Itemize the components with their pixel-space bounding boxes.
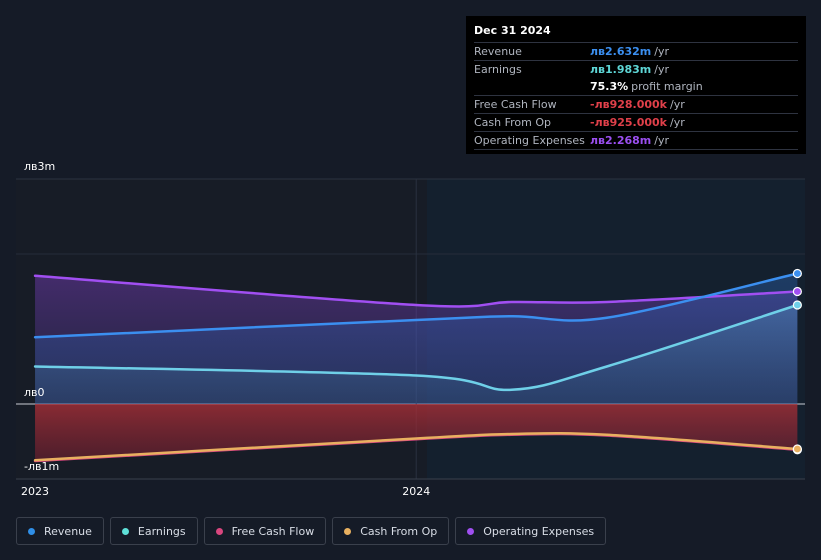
legend-label: Earnings	[137, 524, 186, 538]
tooltip-unit: /yr	[654, 63, 670, 76]
legend-dot-icon	[121, 527, 129, 535]
area-free-cash-flow	[35, 404, 798, 461]
x-tick-label: 2024	[402, 485, 430, 498]
tooltip-label	[474, 78, 590, 95]
y-tick-label: лв3m	[24, 160, 55, 173]
tooltip-unit: profit margin	[631, 80, 703, 93]
y-tick-label: -лв1m	[24, 460, 59, 473]
tooltip-unit: /yr	[670, 116, 685, 129]
legend-dot-icon	[344, 527, 352, 535]
tooltip-row-fcf: Free Cash Flow -лв928.000k /yr	[474, 95, 798, 113]
line-operating-expenses	[33, 274, 799, 308]
legend-item-free-cash-flow[interactable]: Free Cash Flow	[203, 517, 327, 545]
tooltip-unit: /yr	[654, 134, 670, 147]
marker-revenue	[792, 268, 802, 279]
marker-operating-expenses	[792, 286, 802, 297]
tooltip-value: 75.3%	[590, 80, 629, 93]
tooltip-row-opex: Operating Expenses лв2.268m /yr	[474, 131, 798, 149]
tooltip-value: лв2.268m	[590, 134, 652, 147]
tooltip-row-margin: 75.3% profit margin	[474, 78, 798, 95]
tooltip-label: Revenue	[474, 45, 522, 58]
tooltip-value: -лв928.000k	[590, 98, 667, 111]
legend-item-revenue[interactable]: Revenue	[16, 517, 104, 545]
marker-cash-from-op	[792, 444, 802, 454]
legend-dot-icon	[467, 527, 475, 535]
legend-label: Revenue	[44, 524, 92, 538]
legend-label: Cash From Op	[360, 524, 438, 538]
tooltip-row-cfo: Cash From Op -лв925.000k /yr	[474, 113, 798, 131]
tooltip-label: Earnings	[474, 63, 522, 76]
tooltip-date: Dec 31 2024	[474, 24, 551, 37]
tooltip-value: лв1.983m	[590, 63, 652, 76]
legend-label: Operating Expenses	[483, 524, 595, 538]
gridlines	[16, 178, 805, 480]
tooltip-label: Free Cash Flow	[474, 98, 557, 111]
legend-dot-icon	[215, 527, 223, 535]
tooltip-unit: /yr	[654, 45, 670, 58]
tooltip-label: Cash From Op	[474, 116, 552, 129]
data-tooltip: Dec 31 2024 Revenue лв2.632m /yr Earning…	[466, 16, 806, 154]
tooltip-bottom-rule	[474, 149, 798, 167]
marker-earnings	[792, 300, 802, 310]
legend-item-operating-expenses[interactable]: Operating Expenses	[455, 517, 607, 545]
x-tick-label: 2023	[21, 485, 49, 498]
line-revenue	[33, 272, 799, 339]
tooltip-value: лв2.632m	[590, 45, 652, 58]
area-earnings	[35, 305, 798, 404]
tooltip-row-earnings: Earnings лв1.983m /yr	[474, 60, 798, 78]
y-tick-label: лв0	[24, 386, 45, 399]
series-markers	[792, 268, 802, 455]
legend-label: Free Cash Flow	[231, 524, 315, 538]
legend-item-cash-from-op[interactable]: Cash From Op	[332, 517, 450, 545]
tooltip-row-revenue: Revenue лв2.632m /yr	[474, 42, 798, 60]
tooltip-unit: /yr	[670, 98, 685, 111]
tooltip-value: -лв925.000k	[590, 116, 667, 129]
tooltip-label: Operating Expenses	[474, 134, 585, 147]
axis-ticks: лв3m лв0 -лв1m 2023 2024	[21, 160, 430, 498]
series-areas	[35, 273, 798, 461]
line-earnings	[33, 303, 799, 392]
legend-dot-icon	[28, 527, 35, 535]
legend-item-earnings[interactable]: Earnings	[109, 517, 198, 545]
line-cash-from-op	[33, 431, 799, 462]
chart-legend: Revenue Earnings Free Cash Flow Cash Fro…	[16, 517, 607, 545]
series-lines	[33, 272, 799, 463]
